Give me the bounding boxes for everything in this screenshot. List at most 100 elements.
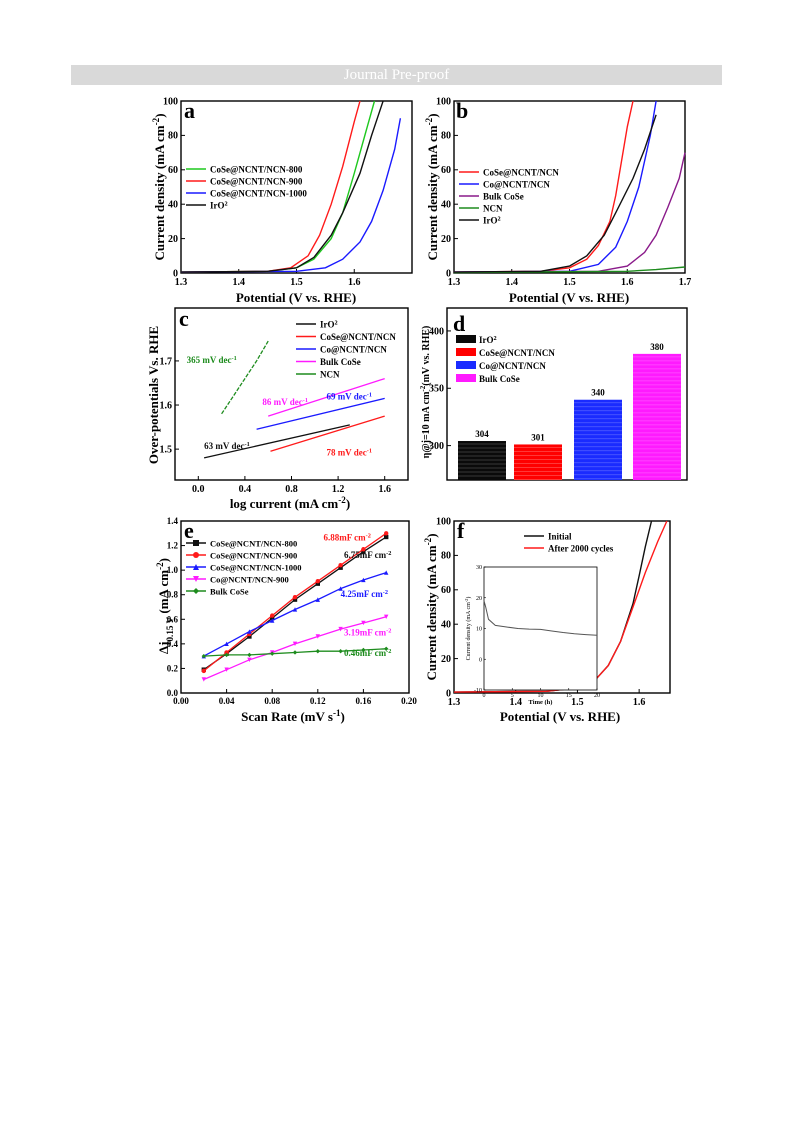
panel-f-ytick-label: 40 bbox=[441, 620, 451, 631]
legend-swatch bbox=[456, 374, 476, 382]
panel-e-ytick-label: 1.0 bbox=[167, 565, 179, 575]
panel-letter-d: d bbox=[453, 311, 465, 336]
marker-diamond bbox=[201, 653, 206, 659]
legend-label: CoSe@NCNT/NCN-800 bbox=[210, 165, 303, 175]
marker-square bbox=[384, 534, 389, 540]
panel-e-ytick-label: 1.4 bbox=[167, 516, 179, 526]
panel-e-frame bbox=[180, 520, 410, 694]
panel-c-ytick-label: 1.6 bbox=[160, 400, 173, 411]
panel-e-xtick-label: 0.12 bbox=[310, 696, 326, 706]
panel-f-ytick-label: 100 bbox=[436, 516, 451, 527]
capacitance-annotation: 3.19mF cm-2 bbox=[344, 627, 391, 638]
panel-b-xtick-label: 1.4 bbox=[506, 277, 519, 288]
marker-circle bbox=[193, 552, 199, 558]
marker-triangle-down bbox=[247, 657, 252, 663]
bar bbox=[574, 399, 622, 480]
marker-diamond bbox=[224, 652, 229, 658]
panel-a-xtick-label: 1.4 bbox=[233, 277, 246, 288]
panel-c-ytick-label: 1.5 bbox=[160, 444, 173, 455]
legend-label: NCN bbox=[320, 370, 340, 380]
series-line bbox=[268, 377, 385, 417]
series-line bbox=[180, 100, 384, 273]
panel-letter-b: b bbox=[456, 98, 468, 123]
panel-d-ytick-label: 350 bbox=[429, 384, 444, 395]
marker-triangle bbox=[361, 577, 366, 583]
marker-circle bbox=[361, 547, 366, 552]
panel-a-ytick-label: 20 bbox=[168, 234, 178, 245]
legend-label: CoSe@NCNT/NCN-1000 bbox=[210, 189, 307, 199]
bar bbox=[633, 353, 681, 480]
marker-circle bbox=[270, 613, 275, 618]
marker-triangle-down bbox=[384, 614, 389, 620]
panel-f-ytick-label: 80 bbox=[441, 551, 451, 562]
marker-diamond bbox=[338, 649, 343, 654]
legend-label: IrO2 bbox=[479, 335, 497, 346]
marker-triangle-down bbox=[338, 626, 343, 632]
slope-annotation: 69 mV dec-1 bbox=[326, 391, 372, 402]
capacitance-annotation: 4.25mF cm-2 bbox=[341, 589, 388, 600]
marker-square bbox=[315, 581, 320, 586]
y-axis-label: Current density (mA cm-2) bbox=[424, 113, 440, 260]
legend-label: CoSe@NCNT/NCN-1000 bbox=[210, 563, 302, 573]
inset-ytick-label: 20 bbox=[476, 596, 482, 602]
panel-e-ytick-label: 0.6 bbox=[167, 614, 179, 624]
legend-label: Co@NCNT/NCN bbox=[483, 180, 550, 190]
inset-xtick-label: 15 bbox=[566, 693, 572, 699]
inset-ytick-label: 10 bbox=[476, 627, 482, 633]
series-line bbox=[256, 397, 385, 430]
legend-label: CoSe@NCNT/NCN bbox=[320, 332, 396, 342]
panel-d-ytick-label: 300 bbox=[429, 441, 444, 452]
panel-a-xtick-label: 1.6 bbox=[348, 277, 361, 288]
legend-label: CoSe@NCNT/NCN-800 bbox=[210, 539, 297, 549]
marker-triangle bbox=[384, 570, 389, 575]
marker-diamond bbox=[193, 588, 199, 594]
x-axis-label: Potential (V vs. RHE) bbox=[236, 290, 356, 305]
panel-b-ytick-label: 60 bbox=[441, 165, 451, 176]
inset-x-axis-label: Time (h) bbox=[529, 699, 553, 706]
panel-d-frame bbox=[446, 307, 688, 481]
marker-square bbox=[247, 634, 252, 639]
marker-triangle bbox=[270, 618, 275, 623]
panel-a-ytick-label: 80 bbox=[168, 131, 178, 142]
panel-f-ytick-label: 60 bbox=[441, 585, 451, 596]
marker-circle bbox=[201, 668, 206, 674]
series-line bbox=[203, 424, 350, 459]
panel-f-xtick-label: 1.5 bbox=[571, 697, 584, 708]
panel-e-xtick-label: 0.04 bbox=[219, 696, 235, 706]
series-line bbox=[180, 118, 402, 273]
marker-triangle bbox=[224, 641, 229, 647]
panel-e-ytick-label: 1.2 bbox=[167, 541, 179, 551]
legend-label: Co@NCNT/NCN bbox=[320, 345, 387, 355]
panel-a-ytick-label: 100 bbox=[163, 96, 178, 107]
marker-diamond bbox=[270, 651, 275, 656]
panel-c: 0.0 0.4 0.8 1.2 1.6 1.5 1.6 1.7 365 mV dec-1 86 m… bbox=[146, 306, 409, 511]
panel-f-xtick-label: 1.3 bbox=[448, 697, 461, 708]
panel-letter-e: e bbox=[184, 518, 194, 543]
marker-square bbox=[338, 565, 343, 570]
panel-d: 300 350 400 304 301 340 380 IrO2 CoSe@NCNT/NCN Co… bbox=[419, 307, 688, 481]
panel-b: 1.3 1.4 1.5 1.6 1.7 0 20 40 60 80 100 Potential (V … bbox=[424, 96, 691, 305]
marker-triangle bbox=[292, 607, 298, 612]
x-axis-label: log current (mA cm-2) bbox=[230, 495, 350, 511]
bar-value-label: 380 bbox=[650, 342, 664, 352]
series-line bbox=[453, 100, 657, 273]
panel-a-ytick-label: 40 bbox=[168, 200, 178, 211]
marker-triangle bbox=[338, 586, 343, 591]
marker-circle bbox=[224, 650, 229, 655]
y-axis-label: Current density (mA cm-2) bbox=[151, 113, 167, 260]
panel-f-ytick-label: 0 bbox=[446, 688, 451, 699]
bar-value-label: 301 bbox=[531, 432, 545, 442]
panel-b-xtick-label: 1.3 bbox=[448, 277, 461, 288]
inset-xtick-label: 0 bbox=[483, 693, 486, 699]
panel-a-xtick-label: 1.5 bbox=[290, 277, 303, 288]
legend-label: IrO2 bbox=[210, 200, 228, 211]
slope-annotation: 78 mV dec-1 bbox=[326, 447, 372, 458]
panel-f-frame bbox=[453, 520, 671, 694]
marker-diamond bbox=[315, 649, 320, 654]
marker-triangle-down bbox=[193, 576, 199, 582]
legend-label: CoSe@NCNT/NCN bbox=[479, 348, 555, 358]
panel-c-xtick-label: 1.2 bbox=[332, 484, 345, 495]
banner-text: Journal Pre-proof bbox=[343, 67, 450, 83]
